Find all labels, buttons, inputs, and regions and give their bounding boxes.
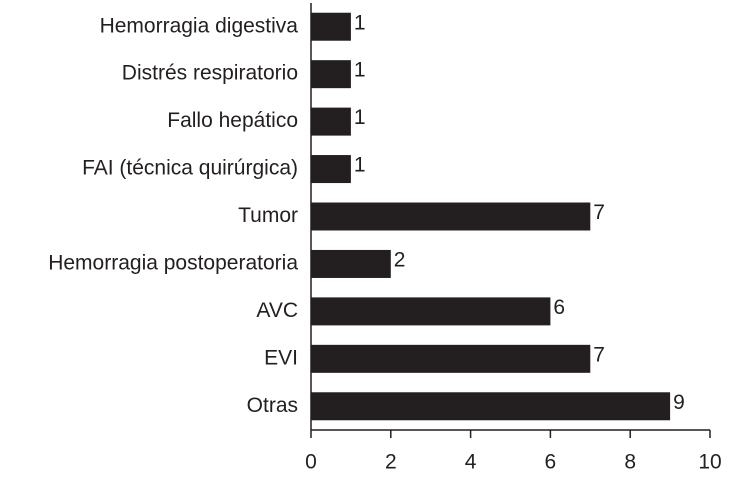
bar [311, 60, 351, 89]
value-label: 6 [553, 296, 565, 319]
x-tick-label: 10 [698, 451, 721, 474]
value-label: 9 [673, 391, 685, 414]
y-tick-label: Hemorragia digestiva [100, 14, 299, 37]
y-tick-label: Hemorragia postoperatoria [48, 251, 298, 274]
value-label: 1 [354, 59, 366, 82]
y-tick-label: EVI [264, 346, 298, 369]
y-tick-label: Distrés respiratorio [122, 62, 298, 85]
bar [311, 344, 591, 373]
value-label: 7 [593, 343, 605, 366]
bar [311, 249, 391, 278]
x-tick-label: 8 [624, 451, 636, 474]
value-label: 1 [354, 154, 366, 177]
y-tick-label: Otras [247, 394, 298, 417]
value-label: 7 [593, 201, 605, 224]
y-tick-label: FAI (técnica quirúrgica) [82, 157, 298, 180]
x-tick-label: 6 [545, 451, 557, 474]
value-label: 1 [354, 106, 366, 129]
bar [311, 297, 551, 326]
x-tick-label: 4 [465, 451, 477, 474]
x-tick-label: 0 [305, 451, 317, 474]
y-tick-label: Tumor [238, 204, 298, 227]
bar [311, 202, 591, 231]
bar [311, 107, 351, 136]
bar [311, 12, 351, 41]
value-label: 1 [354, 11, 366, 34]
x-tick-label: 2 [385, 451, 397, 474]
y-tick-label: AVC [256, 299, 298, 322]
value-label: 2 [394, 248, 406, 271]
bar [311, 392, 671, 421]
y-tick-label: Fallo hepático [167, 109, 298, 132]
bar [311, 155, 351, 184]
